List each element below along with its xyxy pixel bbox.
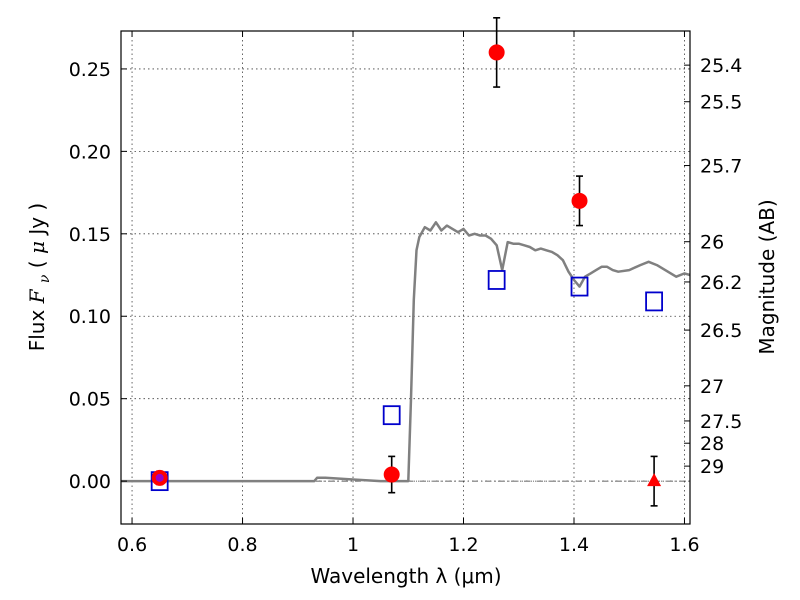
y-axis-label-part: ν xyxy=(37,274,53,283)
upper-limit-triangle xyxy=(647,473,662,487)
y-axis-label-part: F xyxy=(25,288,49,304)
x-tick-label: 0.6 xyxy=(117,534,147,556)
x-axis-label: Wavelength λ (μm) xyxy=(310,564,501,588)
label-layer: Wavelength λ (μm) Flux F ν ( μ Jy ) Magn… xyxy=(25,199,779,588)
observed-point xyxy=(383,466,400,483)
y-tick-label: 0.25 xyxy=(69,59,111,81)
y-tick-label: 0.20 xyxy=(69,141,111,163)
y2-tick-label: 27 xyxy=(700,376,724,398)
y-axis-label-part: ( xyxy=(25,254,49,268)
y-tick-label: 0.10 xyxy=(69,306,111,328)
y2-tick-label: 25.5 xyxy=(700,92,742,114)
y2-tick-label: 25.4 xyxy=(700,55,742,77)
right-axis-label: Magnitude (AB) xyxy=(755,199,779,354)
x-tick-label: 1.6 xyxy=(669,534,699,556)
y2-tick-label: 26 xyxy=(700,232,724,254)
model-photometry-square xyxy=(487,270,506,290)
model-photometry-square xyxy=(570,276,589,297)
y2-tick-label: 25.7 xyxy=(700,156,742,178)
plot-frame xyxy=(120,30,691,525)
y-axis-label-part: Jy ) xyxy=(25,203,49,237)
grid-layer xyxy=(121,31,690,524)
y2-tick-label: 26.2 xyxy=(700,272,742,294)
y2-tick-label: 29 xyxy=(700,456,724,478)
x-tick-label: 1.4 xyxy=(559,534,589,556)
y-axis-label: Flux F ν ( μ Jy ) xyxy=(25,203,54,352)
model-photometry-square xyxy=(645,291,663,312)
x-tick-label: 0.8 xyxy=(227,534,257,556)
y2-tick-label: 26.5 xyxy=(700,320,742,342)
series-layer xyxy=(121,17,691,507)
y-tick-label: 0.00 xyxy=(69,471,111,493)
y-tick-label: 0.15 xyxy=(69,224,111,246)
y-axis-label-part: Flux xyxy=(25,303,49,351)
observed-point xyxy=(488,44,505,61)
y-axis-label-part: μ xyxy=(25,241,49,254)
x-tick-label: 1.2 xyxy=(448,534,478,556)
x-tick-label: 1 xyxy=(347,534,359,556)
y2-tick-label: 27.5 xyxy=(700,411,742,433)
tick-layer: 0.6 0.8 1 1.2 1.4 1.6 0.00 0.05 0.10 0.15 0.20 0.25… xyxy=(69,31,742,556)
y2-tick-label: 28 xyxy=(700,433,724,455)
observed-point xyxy=(571,192,588,209)
y-tick-label: 0.05 xyxy=(69,389,111,411)
model-photometry-square xyxy=(382,405,401,426)
purple-marker xyxy=(155,473,164,482)
model-sed-line xyxy=(121,221,691,483)
